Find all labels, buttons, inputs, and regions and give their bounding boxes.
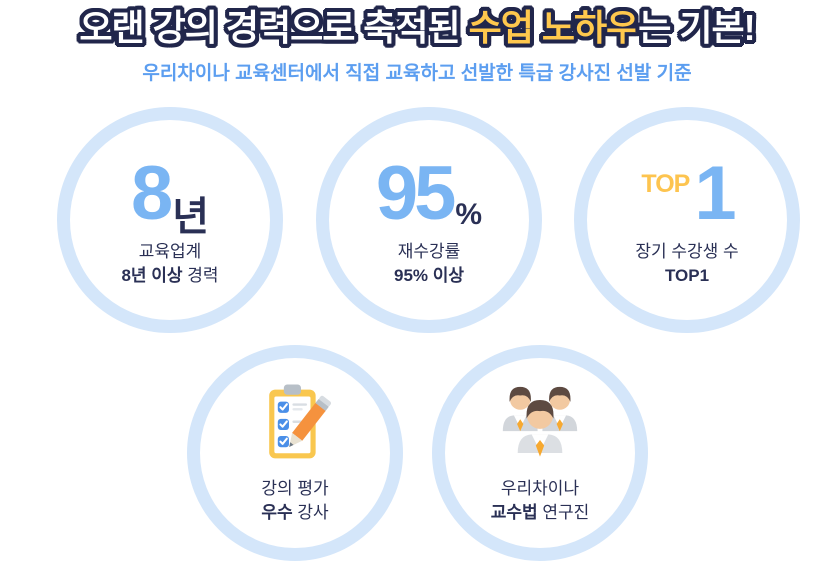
caption-line: 재수강률 [397,242,461,262]
stat-number: 1 [694,151,736,237]
stat-caption-reenrollment: 재수강률 95% 이상 [394,240,464,288]
caption-rest: 경력 [182,265,219,285]
caption-strong: 우수 [261,503,293,522]
page-title: 오랜 강의 경력으로 축적된 수업 노하우는 기본! [0,6,834,49]
icon-wrap [488,381,592,467]
title-highlight: 수업 노하우 [468,7,640,48]
caption-line: 교육업계 [138,242,202,262]
stat-value-reenrollment: 95 % [375,151,483,237]
stat-caption-top1: 장기 수강생 수 TOP1 [635,240,738,288]
research-team-icon [502,387,578,457]
caption-line: 강의 평가 [261,479,329,499]
caption-line: 우리차이나 [500,479,580,499]
stat-caption-research-team: 우리차이나 교수법 연구진 [491,477,590,525]
caption-line: TOP1 [635,264,738,288]
stat-number: 95 [375,151,457,237]
caption-strong: 교수법 [490,503,538,522]
caption-strong: TOP1 [664,265,710,285]
caption-strong: 8년 이상 [121,265,183,285]
stat-value-experience: 8 년 [130,151,209,237]
header: 오랜 강의 경력으로 축적된 수업 노하우는 기본! 우리차이나 교육센터에서 … [0,0,834,85]
stat-caption-experience: 교육업계 8년 이상 경력 [121,240,218,288]
stat-circle-reenrollment: 95 % 재수강률 95% 이상 [316,107,542,333]
caption-rest: 강사 [292,503,329,522]
stat-circle-top1: TOP 1 장기 수강생 수 TOP1 [574,107,800,333]
stat-number: 8 [130,151,173,237]
caption-line: 95% 이상 [394,264,464,288]
stat-caption-evaluation: 강의 평가 우수 강사 [261,477,328,525]
caption-line: 8년 이상 경력 [121,264,218,288]
caption-rest: 연구진 [537,503,590,522]
subtitle: 우리차이나 교육센터에서 직접 교육하고 선발한 특급 강사진 선발 기준 [142,63,692,85]
caption-line: 장기 수강생 수 [635,242,739,262]
stat-circle-experience: 8 년 교육업계 8년 이상 경력 [57,107,283,333]
stat-circle-evaluation: 강의 평가 우수 강사 [187,345,403,561]
caption-line: 교수법 연구진 [491,501,590,525]
stat-prefix: TOP [641,170,690,199]
title-segment: 오랜 강의 경력으로 축적된 [79,7,469,48]
stat-value-top1: TOP 1 [641,151,736,237]
stat-unit: % [455,198,483,232]
icon-wrap [252,381,338,467]
stat-unit: 년 [172,195,210,240]
caption-strong: 95% 이상 [393,265,465,285]
stat-circle-research-team: 우리차이나 교수법 연구진 [432,345,648,561]
caption-line: 우수 강사 [261,501,328,525]
title-segment: 는 기본! [638,7,755,48]
clipboard-checklist-icon [269,384,332,459]
